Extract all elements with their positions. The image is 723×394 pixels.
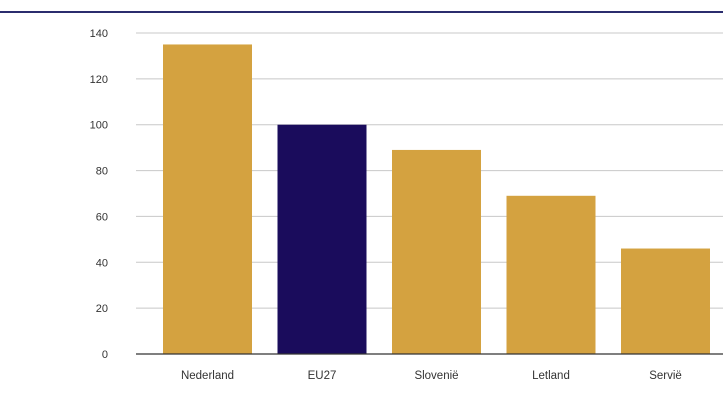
x-tick-label: Letland: [532, 370, 570, 382]
x-axis-labels: Nederland EU27 Slovenië Letland Servië: [181, 370, 682, 382]
bar-letland: [506, 195, 596, 354]
y-tick-label: 60: [96, 211, 108, 223]
x-tick-label: Servië: [649, 370, 682, 382]
bar-eu27: [277, 124, 367, 354]
y-axis-ticks: 0 20 40 60 80 100 120 140: [90, 28, 108, 361]
bar-nederland: [163, 44, 252, 354]
y-tick-label: 0: [102, 349, 108, 361]
bar-sloveni-: [392, 149, 481, 354]
x-tick-label: Nederland: [181, 370, 234, 382]
y-tick-label: 120: [90, 74, 108, 86]
y-tick-label: 140: [90, 28, 108, 40]
y-tick-label: 40: [96, 257, 108, 269]
bars: [163, 44, 710, 354]
y-tick-label: 100: [90, 120, 108, 132]
bar-servi-: [621, 248, 710, 354]
y-tick-label: 80: [96, 166, 108, 178]
x-tick-label: EU27: [308, 370, 337, 382]
x-tick-label: Slovenië: [414, 370, 458, 382]
y-tick-label: 20: [96, 303, 108, 315]
